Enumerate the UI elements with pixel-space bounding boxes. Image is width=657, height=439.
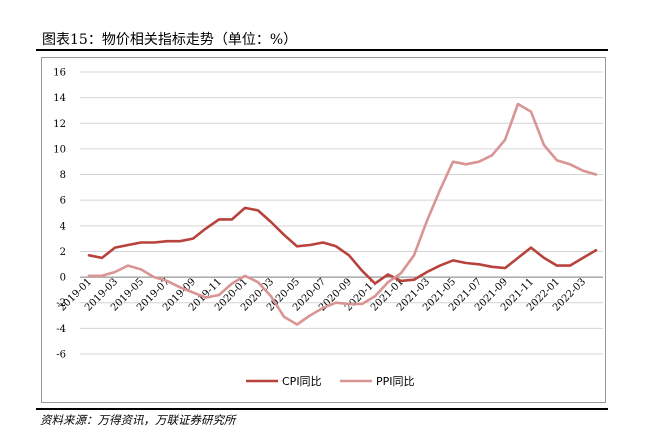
- legend-label: PPI同比: [376, 375, 415, 388]
- y-tick-label: -6: [56, 350, 66, 361]
- y-tick-label: 16: [53, 68, 66, 79]
- legend: CPI同比 PPI同比: [246, 375, 415, 388]
- legend-label: CPI同比: [282, 375, 322, 388]
- y-tick-label: -2: [56, 298, 66, 309]
- y-tick-label: 2: [60, 247, 66, 258]
- plot-frame: [41, 57, 606, 403]
- gridlines: [80, 71, 603, 355]
- title-rule: [36, 49, 608, 51]
- source-note: 资料来源：万得资讯，万联证券研究所: [40, 413, 236, 427]
- y-axis-ticks: 16 14 12 10 8 6 4 2 0 -2 -4 -6: [53, 68, 66, 361]
- y-tick-label: 4: [60, 221, 66, 232]
- series-lines: [87, 102, 598, 326]
- source-rule: [36, 408, 608, 410]
- y-tick-label: 12: [53, 119, 66, 130]
- y-tick-label: 8: [60, 170, 66, 181]
- y-tick-label: 14: [53, 93, 66, 104]
- series-line-cpi: [87, 206, 598, 285]
- figure-title-bar: 图表15：物价相关指标走势（单位：%）: [36, 27, 608, 49]
- y-tick-label: 0: [60, 273, 66, 284]
- y-tick-label: -4: [56, 324, 66, 335]
- figure-title: 图表15：物价相关指标走势（单位：%）: [42, 32, 298, 48]
- y-tick-label: 10: [53, 144, 66, 155]
- series-line-ppi: [87, 102, 598, 326]
- y-tick-label: 6: [60, 196, 66, 207]
